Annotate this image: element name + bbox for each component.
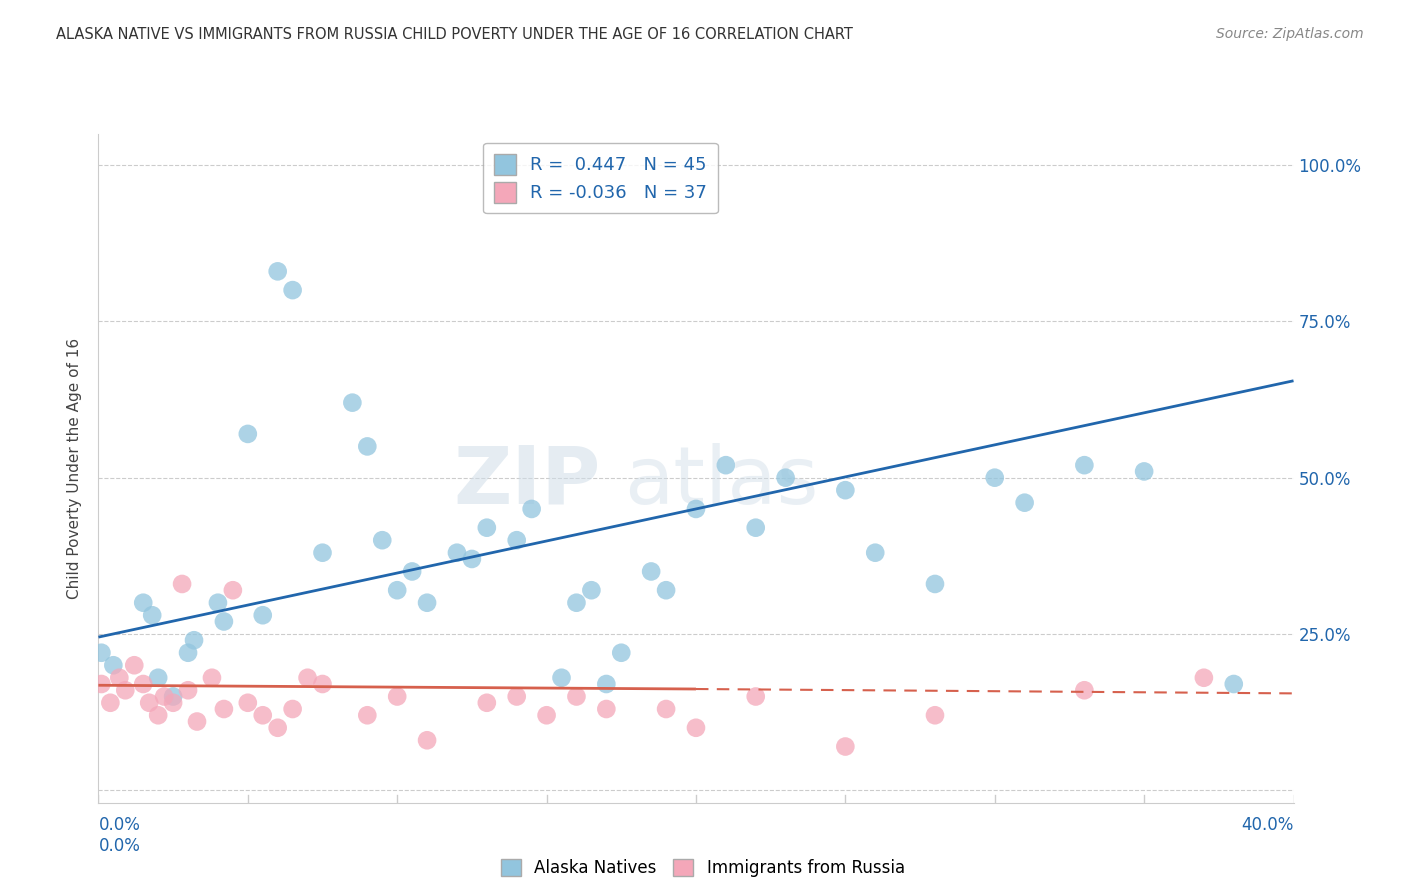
- Point: [775, 471, 797, 485]
- Point: [371, 533, 394, 548]
- Point: [385, 690, 409, 704]
- Point: [984, 471, 1007, 485]
- Point: [124, 658, 146, 673]
- Point: [655, 702, 678, 716]
- Point: [416, 733, 439, 747]
- Point: [236, 426, 259, 441]
- Point: [1073, 683, 1095, 698]
- Point: [100, 696, 122, 710]
- Text: Source: ZipAtlas.com: Source: ZipAtlas.com: [1216, 27, 1364, 41]
- Point: [114, 683, 136, 698]
- Point: [655, 583, 678, 598]
- Point: [212, 615, 235, 629]
- Point: [924, 577, 946, 591]
- Point: [461, 552, 484, 566]
- Point: [186, 714, 208, 729]
- Point: [640, 565, 662, 579]
- Point: [252, 708, 274, 723]
- Point: [865, 546, 887, 560]
- Text: ZIP: ZIP: [453, 442, 600, 521]
- Point: [236, 696, 259, 710]
- Legend: R =  0.447   N = 45, R = -0.036   N = 37: R = 0.447 N = 45, R = -0.036 N = 37: [484, 143, 717, 213]
- Point: [153, 690, 176, 704]
- Text: ALASKA NATIVE VS IMMIGRANTS FROM RUSSIA CHILD POVERTY UNDER THE AGE OF 16 CORREL: ALASKA NATIVE VS IMMIGRANTS FROM RUSSIA …: [56, 27, 853, 42]
- Text: 40.0%: 40.0%: [1241, 816, 1294, 834]
- Point: [281, 702, 304, 716]
- Point: [446, 546, 468, 560]
- Point: [475, 696, 498, 710]
- Point: [1192, 671, 1215, 685]
- Point: [132, 677, 155, 691]
- Text: atlas: atlas: [624, 442, 818, 521]
- Point: [356, 439, 378, 453]
- Point: [108, 671, 131, 685]
- Text: 0.0%: 0.0%: [98, 838, 141, 855]
- Point: [595, 702, 617, 716]
- Point: [148, 671, 170, 685]
- Y-axis label: Child Poverty Under the Age of 16: Child Poverty Under the Age of 16: [67, 338, 83, 599]
- Point: [297, 671, 319, 685]
- Point: [416, 596, 439, 610]
- Point: [177, 646, 200, 660]
- Point: [834, 739, 856, 754]
- Point: [745, 521, 768, 535]
- Point: [685, 502, 707, 516]
- Point: [212, 702, 235, 716]
- Point: [222, 583, 245, 598]
- Point: [610, 646, 633, 660]
- Point: [685, 721, 707, 735]
- Point: [172, 577, 194, 591]
- Point: [138, 696, 160, 710]
- Point: [342, 395, 364, 409]
- Point: [565, 596, 588, 610]
- Point: [183, 633, 205, 648]
- Point: [177, 683, 200, 698]
- Point: [148, 708, 170, 723]
- Point: [141, 608, 163, 623]
- Point: [1133, 465, 1156, 479]
- Point: [475, 521, 498, 535]
- Point: [252, 608, 274, 623]
- Point: [745, 690, 768, 704]
- Point: [207, 596, 229, 610]
- Point: [267, 721, 290, 735]
- Point: [714, 458, 737, 472]
- Point: [536, 708, 558, 723]
- Point: [581, 583, 603, 598]
- Point: [1014, 496, 1036, 510]
- Point: [132, 596, 155, 610]
- Point: [267, 264, 290, 278]
- Point: [520, 502, 543, 516]
- Point: [506, 690, 529, 704]
- Point: [162, 696, 184, 710]
- Point: [834, 483, 856, 498]
- Point: [281, 283, 304, 297]
- Point: [162, 690, 184, 704]
- Point: [201, 671, 224, 685]
- Point: [356, 708, 378, 723]
- Point: [1073, 458, 1095, 472]
- Point: [550, 671, 572, 685]
- Point: [924, 708, 946, 723]
- Point: [401, 565, 423, 579]
- Point: [90, 677, 112, 691]
- Point: [506, 533, 529, 548]
- Point: [385, 583, 409, 598]
- Point: [595, 677, 617, 691]
- Point: [565, 690, 588, 704]
- Point: [103, 658, 125, 673]
- Legend: Alaska Natives, Immigrants from Russia: Alaska Natives, Immigrants from Russia: [495, 852, 911, 884]
- Point: [311, 546, 333, 560]
- Point: [311, 677, 333, 691]
- Text: 0.0%: 0.0%: [98, 816, 141, 834]
- Point: [90, 646, 112, 660]
- Point: [1223, 677, 1246, 691]
